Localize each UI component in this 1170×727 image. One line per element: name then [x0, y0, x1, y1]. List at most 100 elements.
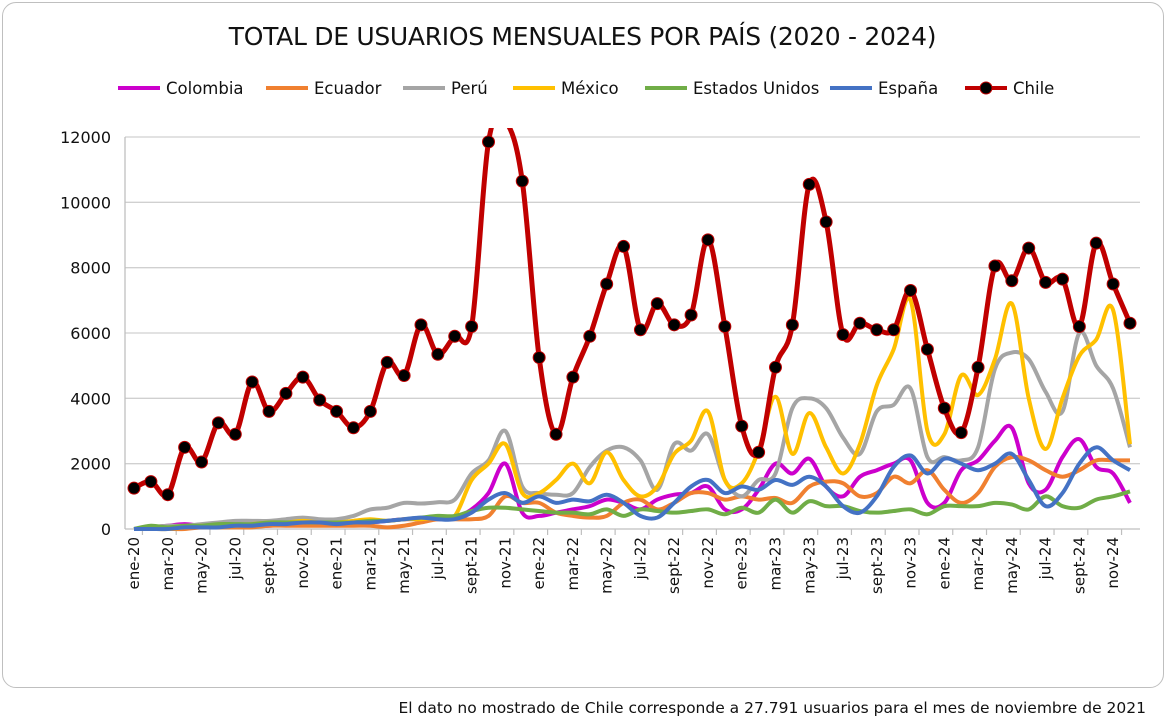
data-point-chile — [650, 297, 664, 311]
data-point-chile — [853, 316, 867, 330]
legend: Colombia Ecuador Perú México Estados Unidos E… — [118, 79, 1054, 98]
data-point-chile — [346, 421, 360, 435]
data-point-chile — [228, 427, 242, 441]
series-line-ecuador — [134, 454, 1130, 532]
data-point-chile — [701, 233, 715, 247]
chart-frame — [2, 2, 1164, 688]
x-tick-label: mar-24 — [969, 537, 987, 591]
legend-label-colombia: Colombia — [166, 79, 244, 98]
x-tick-label: sept-21 — [463, 537, 481, 594]
x-tick-label: ene-22 — [530, 537, 548, 589]
data-point-chile — [431, 347, 445, 361]
data-point-chile — [752, 445, 766, 459]
x-tick-label: jul-22 — [631, 537, 649, 580]
data-point-chile — [279, 386, 293, 400]
data-point-chile — [549, 427, 563, 441]
data-point-chile — [819, 215, 833, 229]
legend-label-ecuador: Ecuador — [314, 79, 382, 98]
data-point-chile — [937, 401, 951, 415]
data-point-chile — [178, 440, 192, 454]
series-line-peru — [133, 329, 1132, 531]
data-point-chile — [211, 416, 225, 430]
data-point-chile — [363, 404, 377, 418]
data-point-chile — [465, 319, 479, 333]
y-tick-label: 2000 — [70, 455, 111, 474]
x-tick-label: nov-21 — [496, 537, 514, 589]
line-chart: 0 2000 4000 6000 8000 10000 12000 ene-20 mar-20 m… — [60, 79, 1140, 594]
data-point-chile — [735, 419, 749, 433]
data-point-chile — [195, 455, 209, 469]
x-tick-label: ene-24 — [935, 537, 953, 589]
data-point-chile — [988, 259, 1002, 273]
gridlines — [125, 136, 1140, 465]
x-tick-label: sept-24 — [1070, 537, 1088, 594]
data-point-chile — [566, 370, 580, 384]
x-tick-label: may-23 — [800, 537, 818, 594]
x-tick-label: nov-20 — [294, 537, 312, 589]
data-point-chile — [836, 328, 850, 342]
legend-marker-chile — [979, 81, 993, 95]
data-point-chile — [633, 323, 647, 337]
data-point-chile — [161, 488, 175, 502]
data-point-chile — [920, 342, 934, 356]
x-tick-label: jul-23 — [834, 537, 852, 580]
x-tick-label: nov-22 — [699, 537, 717, 589]
y-tick-label: 8000 — [70, 259, 111, 278]
x-tick-label: ene-21 — [328, 537, 346, 589]
x-tick-label: nov-24 — [1104, 537, 1122, 589]
data-point-chile — [1072, 319, 1086, 333]
data-point-chile — [397, 368, 411, 382]
data-point-chile — [870, 323, 884, 337]
y-tick-label: 4000 — [70, 389, 111, 408]
data-point-chile — [768, 360, 782, 374]
data-point-chile — [380, 355, 394, 369]
data-point-chile — [1106, 277, 1120, 291]
legend-label-mexico: México — [561, 79, 619, 98]
series-lines — [127, 128, 1137, 532]
data-point-chile — [127, 481, 141, 495]
data-point-chile — [1022, 241, 1036, 255]
data-point-chile — [448, 329, 462, 343]
legend-label-chile: Chile — [1013, 79, 1054, 98]
data-point-chile — [262, 404, 276, 418]
data-point-chile — [144, 475, 158, 489]
data-point-chile — [532, 351, 546, 364]
x-tick-label: sept-23 — [868, 537, 886, 594]
data-point-chile — [802, 177, 816, 191]
series-line-espana — [134, 445, 1132, 532]
x-tick-label: jul-21 — [429, 537, 447, 580]
data-point-chile — [583, 329, 597, 343]
data-point-chile — [600, 277, 614, 291]
data-point-chile — [617, 239, 631, 253]
data-point-chile — [1055, 272, 1069, 286]
x-tick-label: jul-24 — [1037, 537, 1055, 580]
data-point-chile — [1089, 236, 1103, 250]
x-tick-label: may-22 — [598, 537, 616, 594]
x-tick-label: mar-22 — [564, 537, 582, 591]
y-tick-label: 6000 — [70, 324, 111, 343]
data-point-chile — [515, 174, 529, 188]
data-point-chile — [684, 308, 698, 322]
x-tick-label: mar-21 — [361, 537, 379, 591]
data-point-chile — [1123, 316, 1137, 330]
data-point-chile — [971, 360, 985, 374]
y-tick-label: 10000 — [60, 193, 111, 212]
y-tick-label: 0 — [101, 520, 111, 539]
data-point-chile — [954, 426, 968, 440]
x-tick-label: jul-20 — [226, 537, 244, 580]
legend-label-peru: Perú — [451, 79, 488, 98]
y-tick-label: 12000 — [60, 128, 111, 147]
x-tick-label: sept-20 — [260, 537, 278, 594]
x-tick-label: ene-23 — [733, 537, 751, 589]
data-point-chile — [1005, 274, 1019, 288]
x-tick-label: ene-20 — [125, 537, 143, 589]
axes: 0 2000 4000 6000 8000 10000 12000 ene-20 mar-20 m… — [60, 128, 1140, 594]
data-point-chile — [414, 318, 428, 332]
legend-label-espana: España — [878, 79, 938, 98]
data-point-chile — [904, 284, 918, 298]
data-point-chile — [482, 135, 496, 149]
x-tick-label: mar-23 — [766, 537, 784, 591]
footnote: El dato no mostrado de Chile corresponde… — [398, 699, 1146, 717]
x-tick-label: nov-23 — [902, 537, 920, 589]
x-tick-label: mar-20 — [159, 537, 177, 591]
